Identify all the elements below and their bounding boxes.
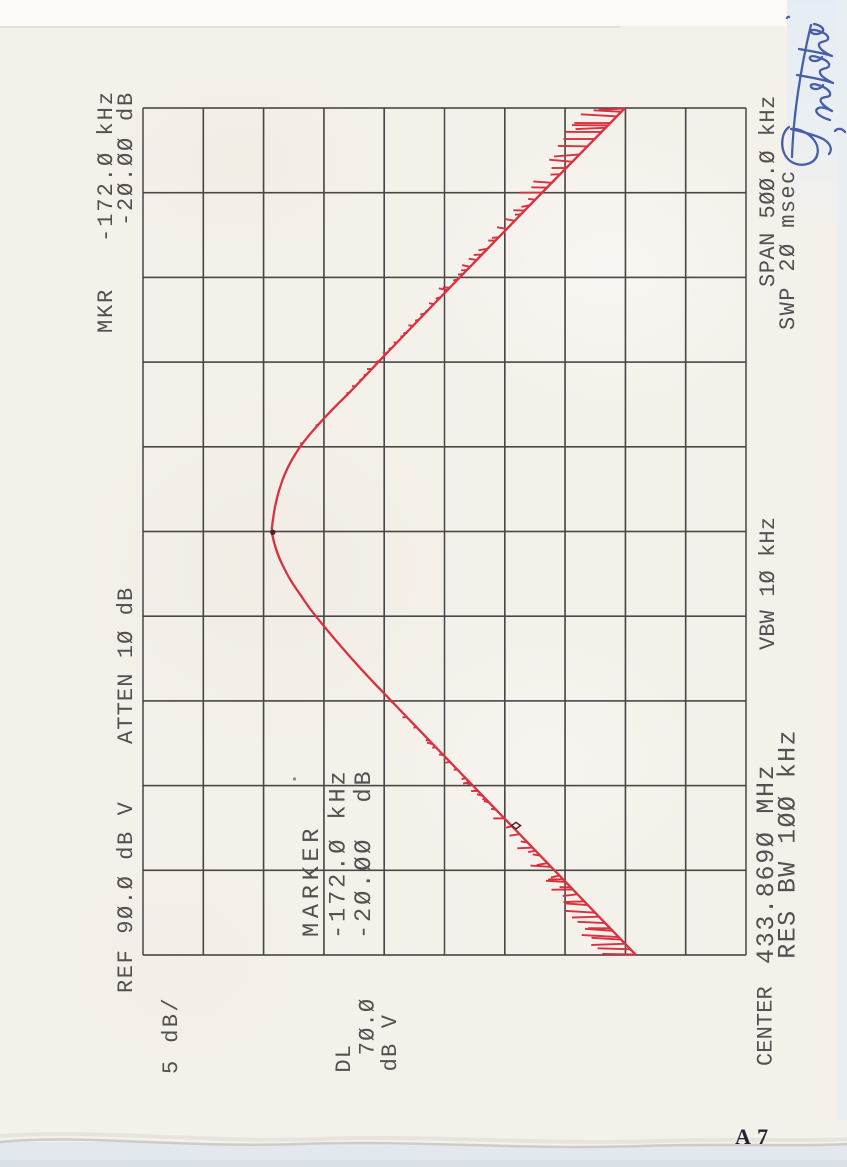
- svg-text:ATTEN 1Ø dB: ATTEN 1Ø dB: [114, 587, 139, 744]
- svg-text:433.869Ø MHz: 433.869Ø MHz: [752, 764, 781, 964]
- svg-text:-172.Ø kHz: -172.Ø kHz: [94, 90, 119, 242]
- svg-text:5 dB/: 5 dB/: [159, 996, 184, 1074]
- svg-text:-2Ø.ØØ dB: -2Ø.ØØ dB: [351, 768, 378, 939]
- svg-text:REF 9Ø.Ø dB V: REF 9Ø.Ø dB V: [114, 801, 139, 993]
- svg-text:dB V: dB V: [378, 1014, 403, 1072]
- svg-text:SPAN 5ØØ.Ø kHz: SPAN 5ØØ.Ø kHz: [756, 95, 781, 287]
- svg-text:7Ø.Ø: 7Ø.Ø: [356, 998, 381, 1056]
- svg-text:SWP 2Ø msec: SWP 2Ø msec: [776, 169, 801, 330]
- svg-text:MKR: MKR: [94, 288, 119, 333]
- svg-text:VBW 1Ø kHz: VBW 1Ø kHz: [756, 517, 781, 650]
- svg-text:CENTER: CENTER: [754, 986, 779, 1066]
- svg-text:-2Ø.ØØ dB: -2Ø.ØØ dB: [114, 91, 139, 226]
- svg-text:RES BW 1ØØ kHz: RES BW 1ØØ kHz: [774, 729, 803, 959]
- svg-text:MARKER: MARKER: [299, 824, 326, 937]
- svg-text:-172.Ø kHz: -172.Ø kHz: [326, 768, 353, 939]
- svg-text:DL: DL: [332, 1044, 357, 1073]
